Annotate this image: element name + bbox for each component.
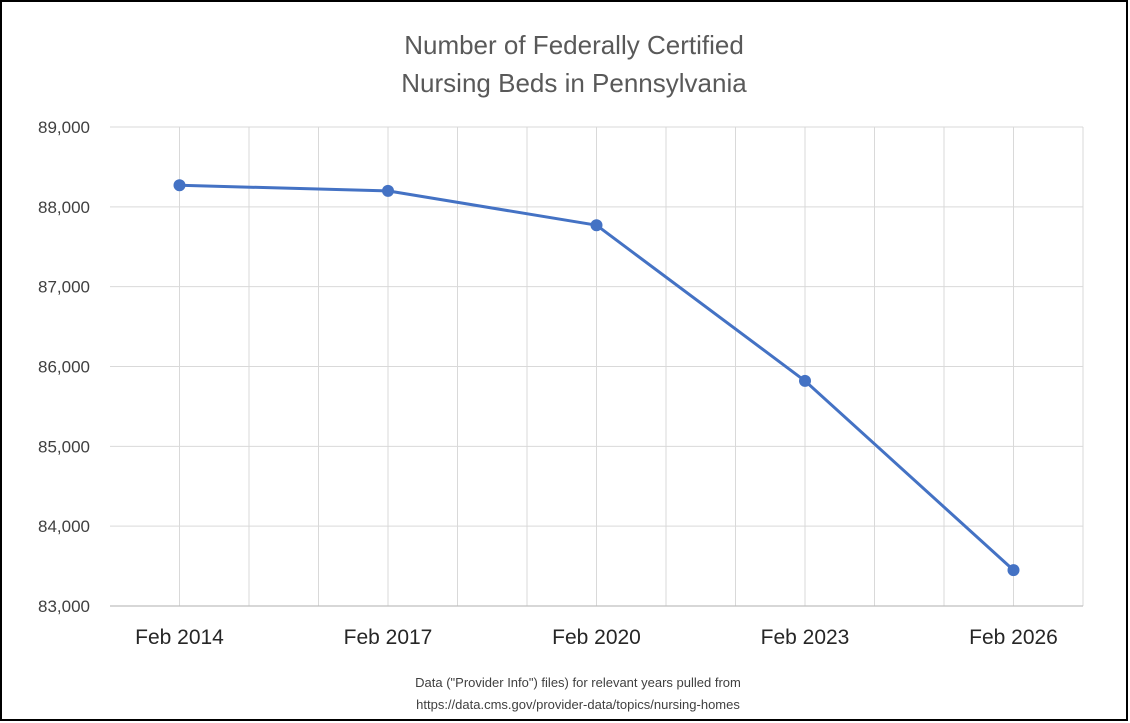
x-tick-label: Feb 2020 — [552, 626, 641, 649]
data-point-marker — [590, 219, 603, 232]
data-series — [173, 179, 1020, 577]
y-tick-label: 87,000 — [38, 278, 90, 297]
x-tick-label: Feb 2026 — [969, 626, 1058, 649]
data-point-marker — [799, 374, 811, 387]
data-point-marker — [1007, 564, 1020, 577]
y-tick-label: 83,000 — [38, 597, 90, 616]
chart-title-line-1: Number of Federally Certified — [404, 30, 744, 60]
y-tick-label: 84,000 — [38, 517, 90, 536]
x-tick-label: Feb 2014 — [135, 626, 224, 649]
x-tick-label: Feb 2017 — [344, 626, 433, 649]
y-tick-label: 86,000 — [38, 358, 90, 377]
x-tick-label: Feb 2023 — [761, 626, 850, 649]
data-point-marker — [173, 179, 186, 192]
data-point-marker — [382, 184, 394, 197]
y-tick-label: 89,000 — [38, 118, 90, 137]
grid-lines — [110, 126, 1084, 606]
source-note-line-1: Data ("Provider Info") files) for releva… — [415, 675, 741, 690]
y-tick-label: 85,000 — [38, 437, 90, 456]
x-axis-tick-labels: Feb 2014 Feb 2017 Feb 2020 Feb 2023 Feb 2026 — [135, 626, 1058, 649]
y-axis-tick-labels: 83,000 84,000 85,000 86,000 87,000 88,000 89,0… — [38, 118, 90, 616]
source-note-line-2: https://data.cms.gov/provider-data/topic… — [416, 697, 740, 712]
chart-title-line-2: Nursing Beds in Pennsylvania — [401, 68, 747, 98]
y-tick-label: 88,000 — [38, 198, 90, 217]
